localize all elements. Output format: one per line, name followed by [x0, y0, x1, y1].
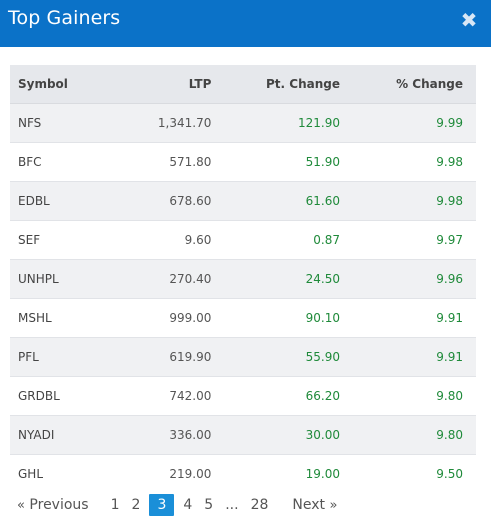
dialog-title: Top Gainers: [8, 7, 121, 29]
cell-pct-change: 9.91: [353, 297, 476, 337]
cell-symbol[interactable]: SEF: [10, 219, 97, 259]
table-row[interactable]: NYADI 336.00 30.00 9.80: [10, 414, 476, 454]
table-row[interactable]: PFL 619.90 55.90 9.91: [10, 336, 476, 376]
chevron-right-icon: »: [329, 498, 338, 513]
cell-symbol[interactable]: PFL: [10, 336, 97, 376]
dialog-header: Top Gainers ✖: [0, 0, 491, 47]
column-header-pct-change[interactable]: % Change: [353, 65, 476, 104]
previous-page-button[interactable]: « Previous: [14, 494, 95, 516]
cell-ltp: 219.00: [96, 453, 225, 493]
cell-pt-change: 0.87: [224, 219, 354, 259]
cell-symbol[interactable]: MSHL: [10, 297, 97, 337]
table-header-row: Symbol LTP Pt. Change % Change: [10, 65, 476, 104]
cell-pt-change: 30.00: [224, 414, 354, 454]
page-button-3-current[interactable]: 3: [149, 494, 175, 516]
pagination: « Previous 1 2 3 4 5 ... 28 Next »: [14, 494, 343, 516]
cell-ltp: 1,341.70: [96, 102, 225, 142]
page-ellipsis: ...: [225, 497, 239, 513]
table-row[interactable]: BFC 571.80 51.90 9.98: [10, 141, 476, 181]
cell-symbol[interactable]: NYADI: [10, 414, 97, 454]
cell-ltp: 742.00: [96, 375, 225, 415]
cell-pt-change: 61.60: [224, 180, 354, 220]
gainers-table: Symbol LTP Pt. Change % Change NFS 1,341…: [10, 65, 476, 493]
cell-pct-change: 9.80: [353, 375, 476, 415]
cell-symbol[interactable]: NFS: [10, 102, 97, 142]
table-row[interactable]: NFS 1,341.70 121.90 9.99: [10, 102, 476, 142]
table-row[interactable]: EDBL 678.60 61.60 9.98: [10, 180, 476, 220]
column-header-pt-change[interactable]: Pt. Change: [224, 65, 354, 104]
cell-ltp: 9.60: [96, 219, 225, 259]
cell-pt-change: 24.50: [224, 258, 354, 298]
chevron-left-icon: «: [17, 498, 25, 513]
cell-ltp: 619.90: [96, 336, 225, 376]
cell-pct-change: 9.98: [353, 141, 476, 181]
cell-ltp: 336.00: [96, 414, 225, 454]
cell-pct-change: 9.97: [353, 219, 476, 259]
table-row[interactable]: GHL 219.00 19.00 9.50: [10, 453, 476, 493]
cell-symbol[interactable]: UNHPL: [10, 258, 97, 298]
cell-symbol[interactable]: EDBL: [10, 180, 97, 220]
cell-pct-change: 9.80: [353, 414, 476, 454]
cell-ltp: 571.80: [96, 141, 225, 181]
page-button-28[interactable]: 28: [250, 497, 269, 513]
cell-symbol[interactable]: BFC: [10, 141, 97, 181]
cell-pct-change: 9.99: [353, 102, 476, 142]
cell-pt-change: 121.90: [224, 102, 354, 142]
page-button-2[interactable]: 2: [131, 497, 141, 513]
next-label: Next: [292, 497, 326, 513]
previous-label: Previous: [29, 497, 89, 513]
cell-ltp: 999.00: [96, 297, 225, 337]
cell-pct-change: 9.96: [353, 258, 476, 298]
table-row[interactable]: UNHPL 270.40 24.50 9.96: [10, 258, 476, 298]
cell-pt-change: 55.90: [224, 336, 354, 376]
page-button-4[interactable]: 4: [183, 497, 193, 513]
cell-ltp: 678.60: [96, 180, 225, 220]
table-row[interactable]: MSHL 999.00 90.10 9.91: [10, 297, 476, 337]
page-button-1[interactable]: 1: [110, 497, 120, 513]
cell-ltp: 270.40: [96, 258, 225, 298]
cell-pt-change: 66.20: [224, 375, 354, 415]
cell-pct-change: 9.50: [353, 453, 476, 493]
table-row[interactable]: SEF 9.60 0.87 9.97: [10, 219, 476, 259]
cell-symbol[interactable]: GHL: [10, 453, 97, 493]
next-page-button[interactable]: Next »: [286, 494, 343, 516]
column-header-ltp[interactable]: LTP: [96, 65, 225, 104]
cell-pt-change: 51.90: [224, 141, 354, 181]
cell-pt-change: 90.10: [224, 297, 354, 337]
cell-pt-change: 19.00: [224, 453, 354, 493]
table-row[interactable]: GRDBL 742.00 66.20 9.80: [10, 375, 476, 415]
page-button-5[interactable]: 5: [204, 497, 214, 513]
cell-pct-change: 9.98: [353, 180, 476, 220]
cell-symbol[interactable]: GRDBL: [10, 375, 97, 415]
cell-pct-change: 9.91: [353, 336, 476, 376]
column-header-symbol[interactable]: Symbol: [10, 65, 97, 104]
close-icon[interactable]: ✖: [460, 8, 478, 32]
